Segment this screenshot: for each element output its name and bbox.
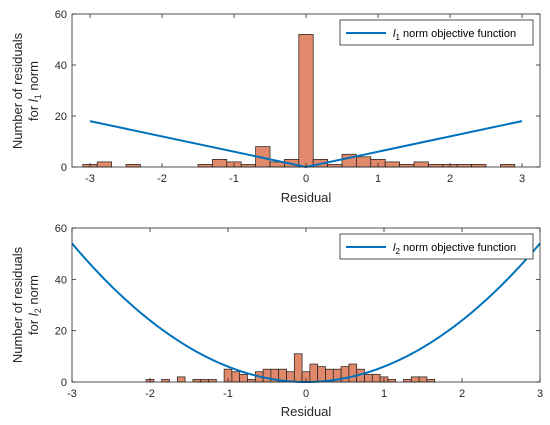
l2-ytick-label-3: 60 [55,223,67,235]
l2-xtick-label-0: -3 [67,388,77,400]
l1-bar-14 [356,156,372,168]
l2-xtick-label-3: 0 [303,388,309,400]
l1-xtick-label-3: 0 [303,173,309,185]
l2-x-axis-label: Residual [281,404,332,419]
l2-y-label-line2: for l2 norm [26,275,43,335]
l1-xtick-label-5: 2 [447,173,453,185]
l2-xtick-label-2: -1 [223,388,233,400]
l2-y-axis-label: Number of residuals for l2 norm [10,246,43,363]
l1-xtick-label-2: -1 [229,173,239,185]
l1-bar-16 [384,161,400,168]
l1-xtick-label-0: -3 [85,173,95,185]
l1-ytick-label-3: 60 [55,9,67,21]
l2-bar-17 [309,363,319,383]
l1-bar-1 [96,161,112,168]
l1-bar-10 [298,34,314,168]
l2-bar-8 [239,373,248,383]
l2-bar-24 [364,373,373,383]
l1-y-label-line2: for l1 norm [26,61,43,121]
l1-xtick-label-4: 1 [375,173,381,185]
l2-bar-21 [340,366,350,383]
l1-bar-18 [413,161,429,168]
l2-bar-25 [371,373,381,383]
l2-xtick-label-5: 2 [459,388,465,400]
l1-legend: l1 norm objective function [339,19,534,46]
l1-y-ticks: 0 20 40 60 [55,9,540,174]
l2-legend-box [339,233,534,260]
l1-legend-text: l1 norm objective function [393,28,516,42]
l1-x-axis-label: Residual [281,190,332,205]
l2-bar-29 [410,376,420,383]
l2-bar-18 [317,366,326,383]
l2-xtick-label-6: 3 [537,388,543,400]
l2-xtick-label-1: -2 [145,388,155,400]
l2-bar-30 [418,376,428,383]
l1-y-axis-label: Number of residuals for l1 norm [10,32,43,149]
l2-y-ticks: 0 20 40 60 [55,223,540,389]
l2-bar-7 [231,371,241,383]
l2-xtick-label-4: 1 [381,388,387,400]
l1-y-label-line1: Number of residuals [10,32,25,149]
l2-panel: -3 -2 -1 0 1 2 3 0 20 40 60 Residual Number of re… [10,223,543,419]
l2-bar-22 [348,363,358,383]
l1-ytick-label-0: 0 [61,162,67,174]
l1-ytick-label-1: 20 [55,111,67,123]
l2-ytick-label-0: 0 [61,377,67,389]
l1-panel: -3 -2 -1 0 1 2 3 0 20 40 60 Residual Number of re… [10,9,541,205]
l2-x-ticks: -3 -2 -1 0 1 2 3 [67,228,543,400]
l1-xtick-label-1: -2 [157,173,167,185]
l2-legend-text: l2 norm objective function [393,242,516,256]
l2-bar-11 [262,368,272,383]
l1-xtick-label-6: 3 [519,173,525,185]
l2-bar-15 [293,353,303,383]
l1-x-ticks: -3 -2 -1 0 1 2 3 [85,14,525,185]
l2-legend: l2 norm objective function [339,233,534,260]
l2-ytick-label-2: 40 [55,274,67,286]
l2-ytick-label-1: 20 [55,326,67,338]
l2-bar-2 [176,376,186,383]
l2-y-label-line1: Number of residuals [10,246,25,363]
l1-ytick-label-2: 40 [55,60,67,72]
l1-bar-4 [212,159,228,168]
